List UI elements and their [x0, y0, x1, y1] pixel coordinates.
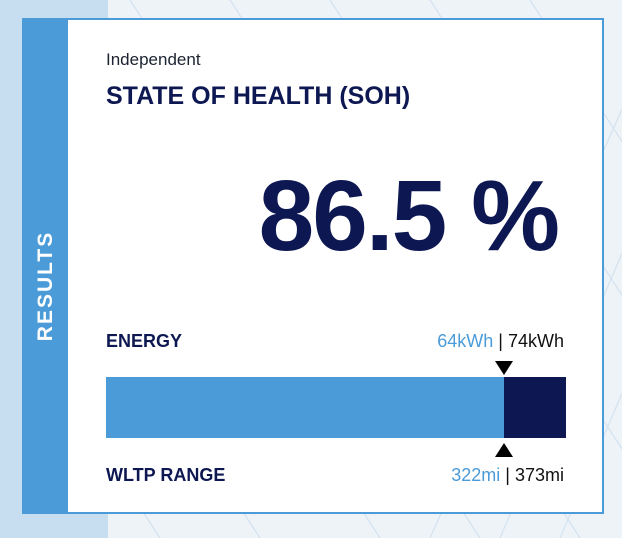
soh-bar [106, 377, 566, 438]
energy-label: ENERGY [106, 331, 183, 351]
energy-separator: | [493, 331, 508, 351]
marker-down-icon [494, 361, 513, 375]
soh-value: 86.5 % [258, 160, 560, 272]
range-separator: | [500, 465, 515, 485]
subtitle: Independent [106, 50, 201, 69]
range-values: 322mi | 373mi [451, 465, 564, 486]
marker-up-icon [494, 443, 513, 457]
soh-bar-fill [106, 377, 504, 438]
results-label: RESULTS [34, 230, 57, 342]
wltp-range-label: WLTP RANGE [106, 465, 226, 485]
range-current: 322mi [451, 465, 501, 485]
results-card: RESULTS Independent STATE OF HEALTH (SOH… [22, 18, 604, 514]
results-side-tab: RESULTS [24, 20, 68, 512]
energy-values: 64kWh | 74kWh [437, 331, 564, 352]
range-nominal: 373mi [514, 465, 564, 485]
energy-nominal: 74kWh [507, 331, 564, 351]
card-title: STATE OF HEALTH (SOH) [106, 82, 411, 110]
energy-current: 64kWh [437, 331, 494, 351]
